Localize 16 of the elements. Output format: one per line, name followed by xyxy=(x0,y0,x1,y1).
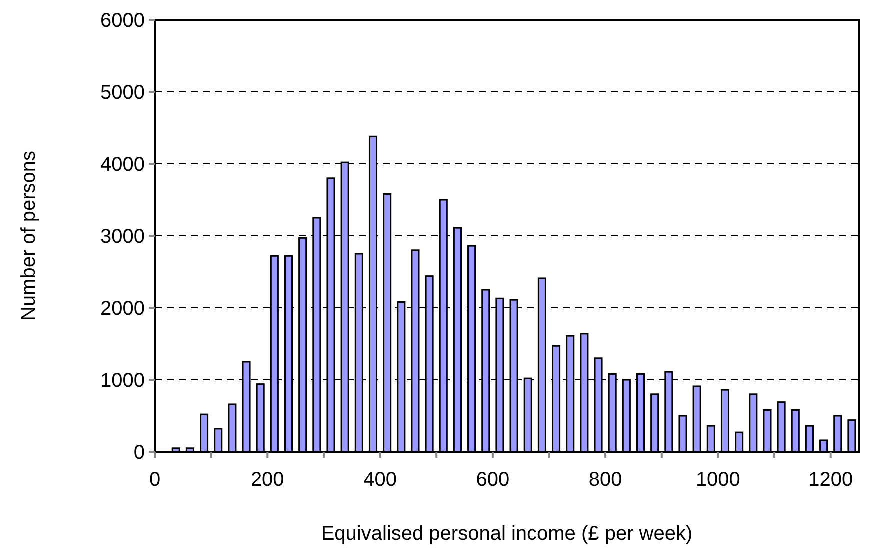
x-tick-label: 200 xyxy=(250,469,284,491)
y-tick-label: 3000 xyxy=(100,226,145,248)
y-tick-label: 1000 xyxy=(100,370,145,392)
y-tick-label: 5000 xyxy=(100,82,145,104)
x-axis-title: Equivalised personal income (£ per week) xyxy=(321,523,693,545)
y-axis-title: Number of persons xyxy=(18,150,40,322)
y-tick-label: 6000 xyxy=(100,10,145,32)
x-tick-label: 1000 xyxy=(696,469,740,491)
x-tick-label: 1200 xyxy=(808,469,854,491)
y-tick-label: 0 xyxy=(134,442,145,464)
x-tick-label: 600 xyxy=(476,469,510,491)
y-tick-label: 2000 xyxy=(100,298,145,320)
x-tick-label: 800 xyxy=(588,469,622,491)
x-tick-label: 400 xyxy=(364,469,397,491)
x-tick-label: 0 xyxy=(149,469,161,491)
y-tick-label: 4000 xyxy=(100,154,145,176)
